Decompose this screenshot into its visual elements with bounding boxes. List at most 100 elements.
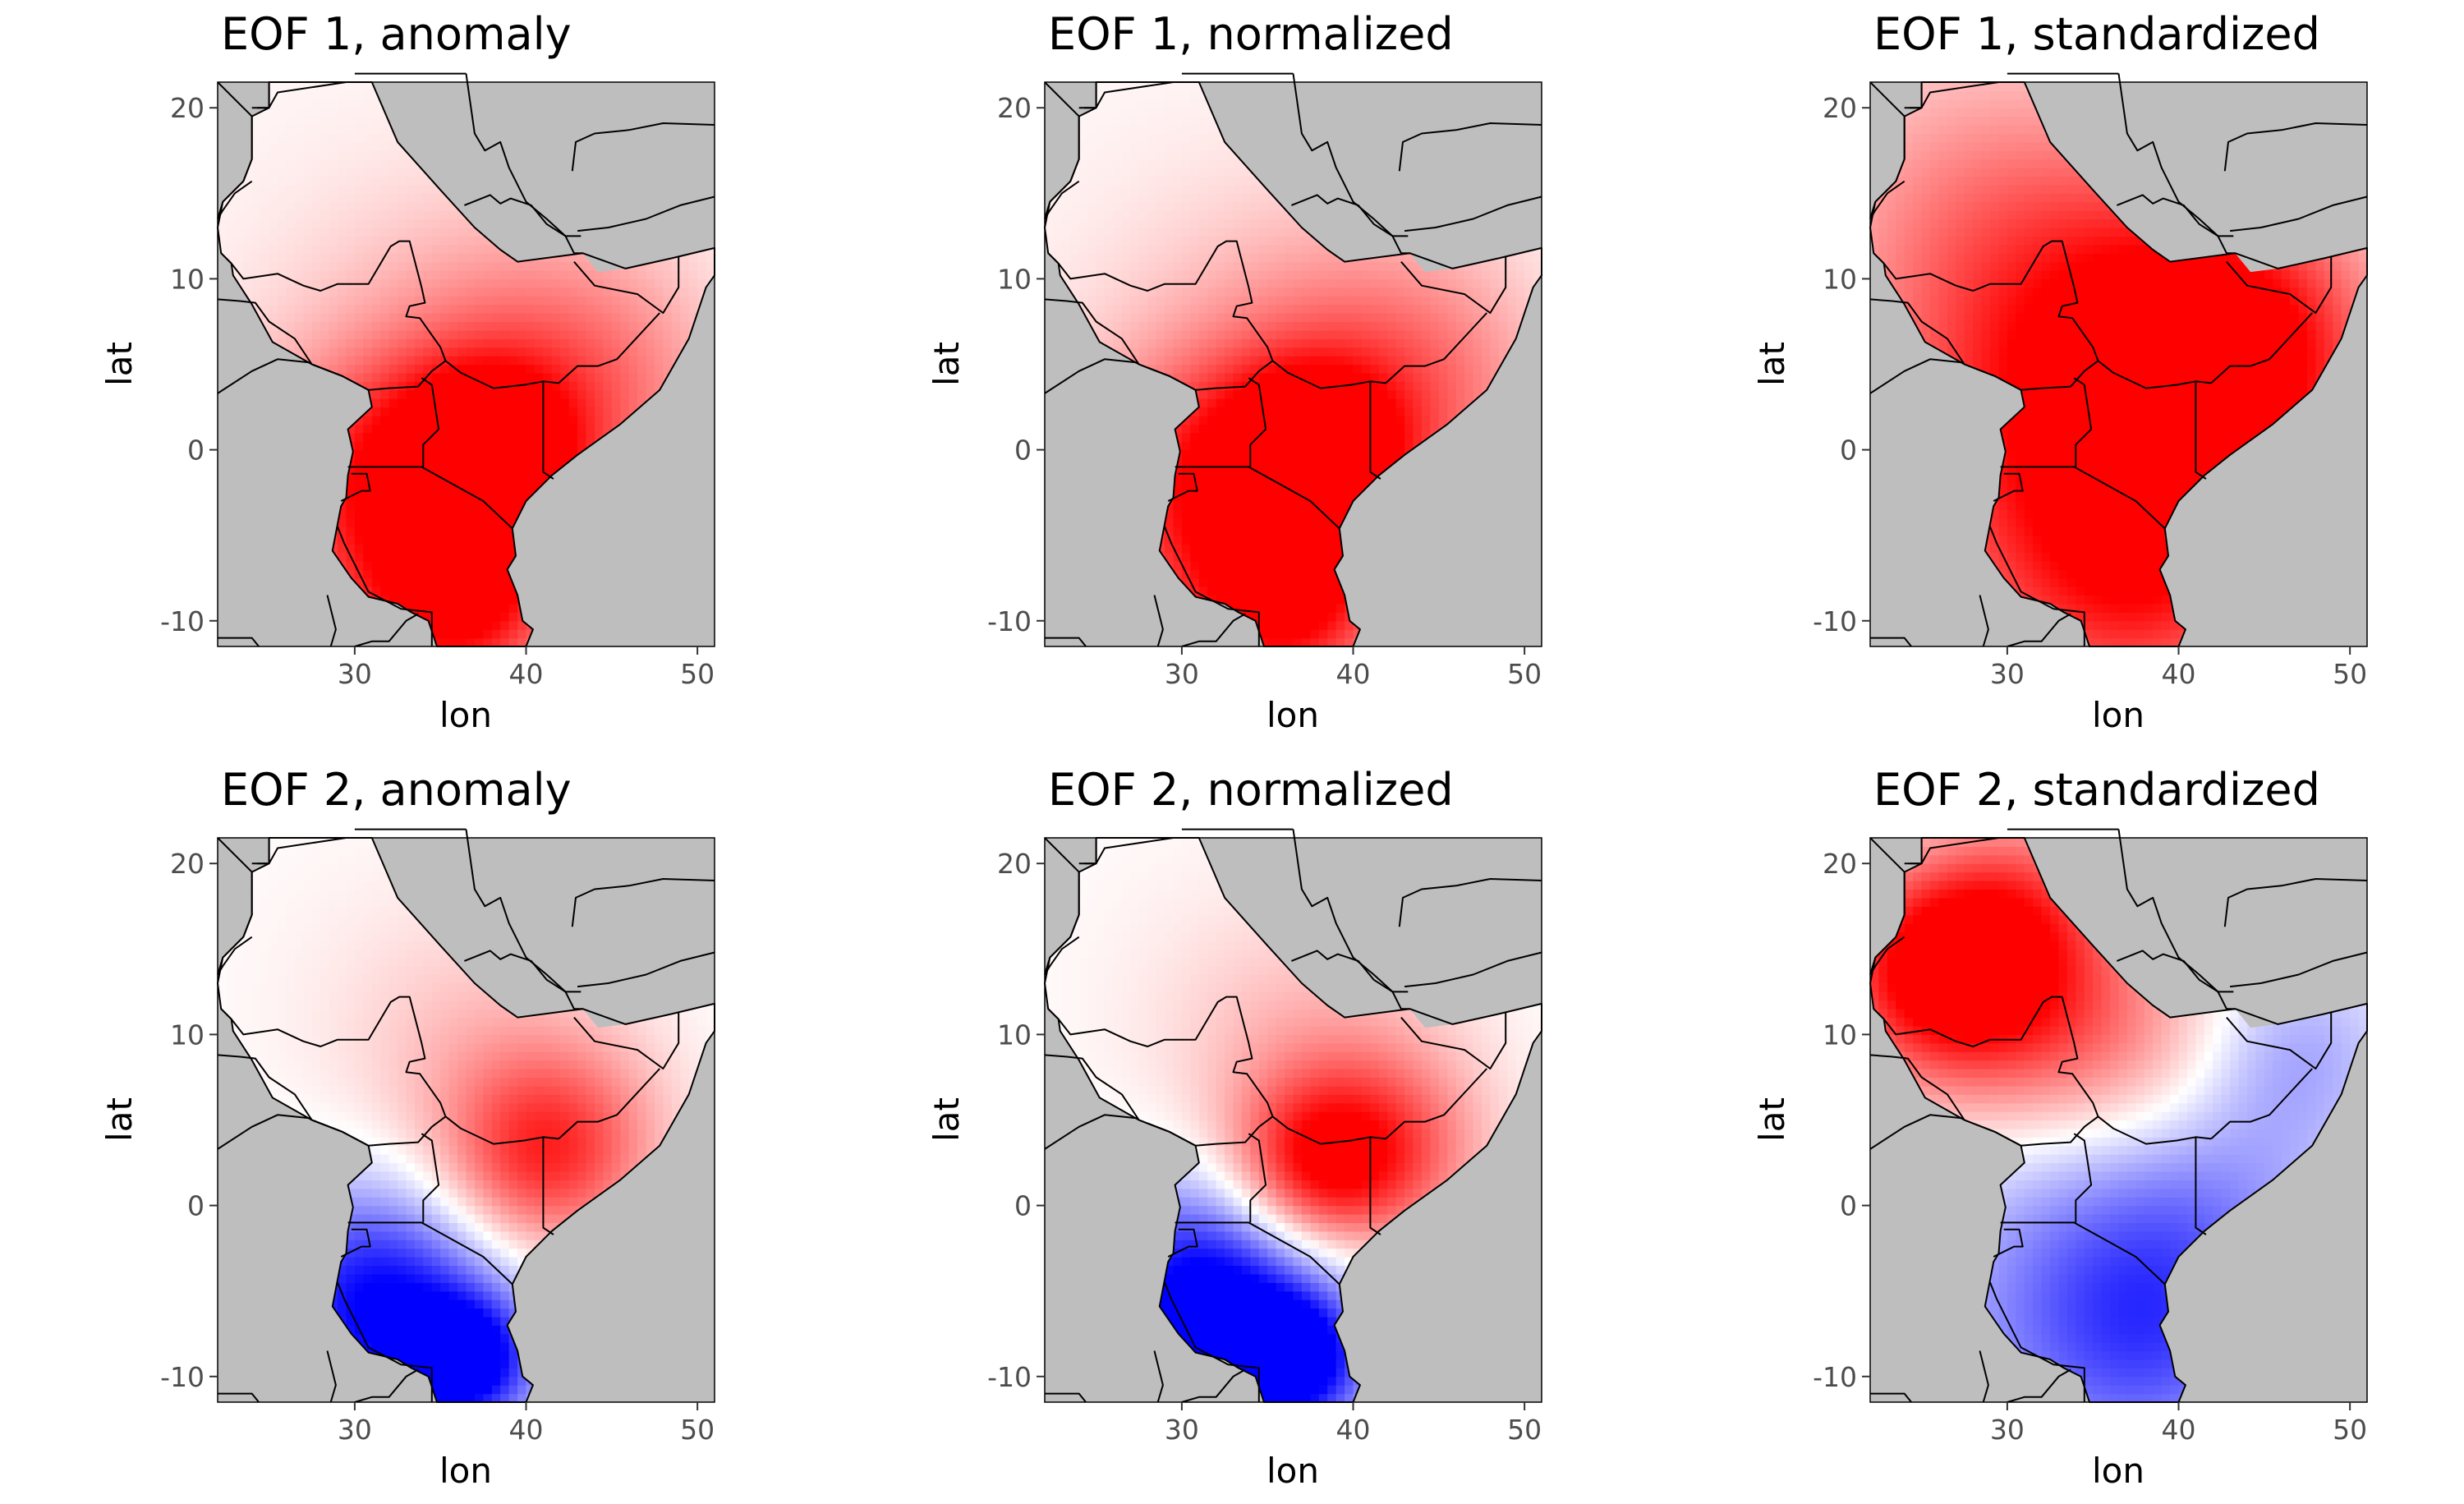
field-cell	[603, 416, 613, 425]
field-cell	[1156, 82, 1165, 91]
field-cell	[260, 210, 270, 220]
field-cell	[474, 356, 484, 366]
field-cell	[1130, 287, 1140, 297]
field-cell	[448, 509, 458, 519]
field-cell	[1130, 313, 1140, 322]
field-cell	[508, 492, 518, 502]
field-cell	[354, 236, 364, 246]
field-cell	[1156, 270, 1165, 279]
field-cell	[440, 517, 450, 527]
field-cell	[431, 228, 441, 237]
field-cell	[1181, 577, 1191, 587]
field-cell	[440, 236, 450, 246]
field-cell	[517, 620, 527, 630]
field-cell	[568, 432, 578, 442]
field-cell	[526, 484, 536, 494]
field-cell	[363, 356, 373, 366]
field-cell	[431, 287, 441, 297]
field-cell	[303, 228, 313, 237]
field-cell	[414, 321, 424, 331]
field-cell	[423, 210, 433, 220]
field-cell	[1156, 176, 1165, 186]
field-cell	[320, 321, 330, 331]
field-cell	[474, 244, 484, 254]
field-cell	[568, 304, 578, 314]
field-cell	[1156, 99, 1165, 108]
field-cell	[243, 287, 253, 297]
field-cell	[595, 381, 604, 391]
field-cell	[466, 287, 476, 297]
field-cell	[568, 338, 578, 348]
field-cell	[483, 586, 493, 596]
field-cell	[286, 176, 296, 186]
field-cell	[423, 569, 433, 579]
field-cell	[371, 432, 381, 442]
field-cell	[303, 108, 313, 117]
field-cell	[320, 313, 330, 322]
field-cell	[398, 467, 407, 476]
field-cell	[611, 338, 621, 348]
field-cell	[338, 356, 347, 366]
field-cell	[697, 270, 707, 279]
field-cell	[388, 141, 398, 151]
field-cell	[1138, 133, 1148, 143]
field-cell	[543, 287, 553, 297]
field-cell	[354, 193, 364, 203]
field-cell	[398, 517, 407, 527]
field-cell	[663, 347, 673, 356]
field-cell	[354, 458, 364, 467]
field-cell	[1138, 244, 1148, 254]
field-cell	[380, 381, 390, 391]
field-cell	[1130, 270, 1140, 279]
field-cell	[577, 347, 587, 356]
field-cell	[294, 90, 304, 100]
field-cell	[474, 253, 484, 263]
field-cell	[414, 509, 424, 519]
field-cell	[1113, 278, 1123, 288]
field-cell	[338, 270, 347, 279]
field-cell	[440, 416, 450, 425]
field-cell	[440, 372, 450, 382]
field-cell	[483, 637, 493, 646]
field-cell	[586, 398, 595, 408]
field-cell	[371, 552, 381, 562]
field-cell	[448, 612, 458, 622]
field-cell	[286, 90, 296, 100]
field-cell	[354, 441, 364, 451]
field-cell	[354, 535, 364, 545]
field-cell	[1078, 287, 1088, 297]
field-cell	[431, 184, 441, 194]
field-cell	[431, 313, 441, 322]
field-cell	[251, 287, 261, 297]
country-border	[217, 358, 310, 394]
field-cell	[398, 364, 407, 374]
field-cell	[646, 338, 655, 348]
field-cell	[440, 321, 450, 331]
field-cell	[278, 338, 287, 348]
field-cell	[603, 424, 613, 434]
field-cell	[448, 236, 458, 246]
field-cell	[603, 287, 613, 297]
country-border	[257, 81, 347, 109]
field-cell	[346, 176, 356, 186]
field-cell	[260, 184, 270, 194]
field-cell	[1087, 108, 1097, 117]
field-cell	[517, 347, 527, 356]
field-cell	[398, 168, 407, 177]
field-cell	[406, 218, 416, 228]
field-cell	[363, 313, 373, 322]
field-cell	[1070, 210, 1080, 220]
field-cell	[431, 560, 441, 570]
field-cell	[269, 244, 278, 254]
field-cell	[663, 321, 673, 331]
field-cell	[448, 329, 458, 339]
field-cell	[294, 201, 304, 211]
field-cell	[500, 253, 510, 263]
field-cell	[568, 329, 578, 339]
field-cell	[474, 347, 484, 356]
field-cell	[338, 201, 347, 211]
field-cell	[406, 544, 416, 554]
field-cell	[354, 475, 364, 485]
field-cell	[329, 125, 338, 134]
